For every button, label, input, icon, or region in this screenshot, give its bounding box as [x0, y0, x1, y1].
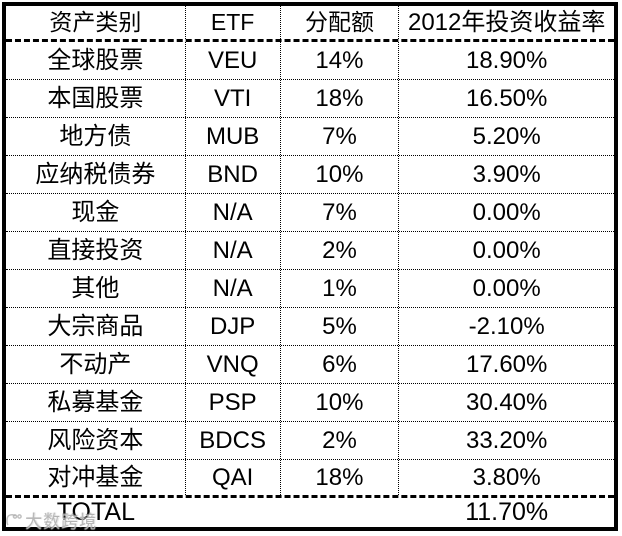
table-row-municipal-bonds: 地方债 MUB 7% 5.20% [6, 118, 614, 156]
total-empty-etf [186, 498, 281, 527]
table-row-hedge-funds: 对冲基金 QAI 18% 3.80% [6, 460, 614, 498]
cell-allocation: 10% [281, 156, 400, 193]
table-row-global-stocks: 全球股票 VEU 14% 18.90% [6, 42, 614, 80]
cell-allocation: 2% [281, 232, 400, 269]
cell-asset-class: 私募基金 [6, 384, 186, 421]
total-return-value: 11.70% [465, 498, 549, 526]
cell-etf: PSP [186, 384, 281, 421]
cell-etf: BND [186, 156, 281, 193]
cell-return: 33.20% [465, 426, 548, 454]
asset-allocation-table: 资产类别 ETF 分配额 2012年投资收益率 全球股票 VEU 14% 18.… [2, 2, 618, 531]
cell-return: 0.00% [472, 274, 541, 302]
cell-return: 3.90% [472, 160, 541, 188]
cell-etf: N/A [186, 232, 281, 269]
table-row-direct-investment: 直接投资 N/A 2% 0.00% [6, 232, 614, 270]
table-row-cash: 现金 N/A 7% 0.00% [6, 194, 614, 232]
cell-etf: QAI [186, 460, 281, 495]
cell-asset-class: 本国股票 [6, 80, 186, 117]
header-allocation: 分配额 [281, 6, 400, 39]
cell-return: 30.40% [465, 388, 548, 416]
table-row-private-equity: 私募基金 PSP 10% 30.40% [6, 384, 614, 422]
cell-allocation: 14% [281, 42, 400, 79]
cell-allocation: 5% [281, 308, 400, 345]
cell-asset-class: 对冲基金 [6, 460, 186, 495]
cell-allocation: 2% [281, 422, 400, 459]
table-row-venture-capital: 风险资本 BDCS 2% 33.20% [6, 422, 614, 460]
table-total-row: TOTAL 11.70% [6, 498, 614, 527]
cell-allocation: 18% [281, 80, 400, 117]
cell-asset-class: 大宗商品 [6, 308, 186, 345]
cell-etf: N/A [186, 270, 281, 307]
cell-asset-class: 现金 [6, 194, 186, 231]
cell-asset-class: 直接投资 [6, 232, 186, 269]
cell-asset-class: 全球股票 [6, 42, 186, 79]
cell-return: -2.10% [468, 312, 545, 340]
total-empty-allocation [281, 498, 400, 527]
cell-asset-class: 风险资本 [6, 422, 186, 459]
table-header-row: 资产类别 ETF 分配额 2012年投资收益率 [6, 6, 614, 42]
cell-return: 0.00% [472, 198, 541, 226]
table-row-other: 其他 N/A 1% 0.00% [6, 270, 614, 308]
cell-allocation: 6% [281, 346, 400, 383]
cell-asset-class: 应纳税债券 [6, 156, 186, 193]
table-row-real-estate: 不动产 VNQ 6% 17.60% [6, 346, 614, 384]
cell-asset-class: 不动产 [6, 346, 186, 383]
cell-etf: N/A [186, 194, 281, 231]
cell-allocation: 7% [281, 118, 400, 155]
header-return-2012: 2012年投资收益率 [407, 8, 606, 36]
cell-return: 5.20% [472, 122, 541, 150]
cell-etf: VEU [186, 42, 281, 79]
table-row-commodities: 大宗商品 DJP 5% -2.10% [6, 308, 614, 346]
cell-return: 3.80% [472, 463, 541, 491]
total-label: TOTAL [56, 498, 135, 526]
cell-asset-class: 其他 [6, 270, 186, 307]
cell-return: 18.90% [465, 46, 548, 74]
cell-return: 16.50% [465, 84, 548, 112]
cell-return: 17.60% [465, 350, 548, 378]
table-row-taxable-bonds: 应纳税债券 BND 10% 3.90% [6, 156, 614, 194]
cell-etf: VNQ [186, 346, 281, 383]
cell-etf: DJP [186, 308, 281, 345]
cell-etf: BDCS [186, 422, 281, 459]
cell-etf: VTI [186, 80, 281, 117]
cell-return: 0.00% [472, 236, 541, 264]
cell-asset-class: 地方债 [6, 118, 186, 155]
table-row-domestic-stocks: 本国股票 VTI 18% 16.50% [6, 80, 614, 118]
header-asset-class: 资产类别 [6, 6, 186, 39]
cell-etf: MUB [186, 118, 281, 155]
cell-allocation: 18% [281, 460, 400, 495]
cell-allocation: 1% [281, 270, 400, 307]
cell-allocation: 10% [281, 384, 400, 421]
cell-allocation: 7% [281, 194, 400, 231]
header-etf: ETF [186, 6, 281, 39]
